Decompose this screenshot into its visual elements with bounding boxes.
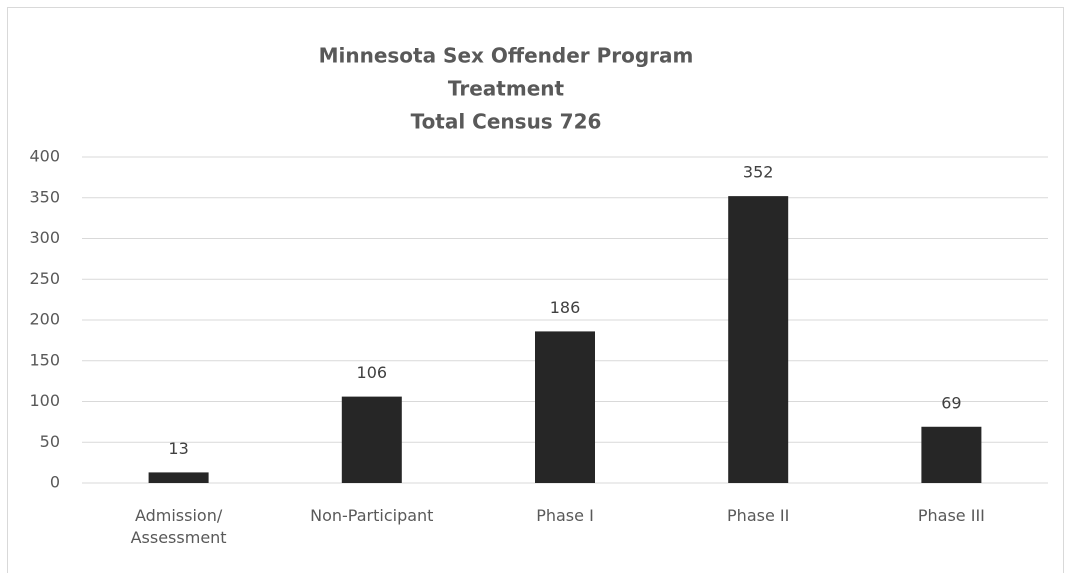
y-tick-label: 100 xyxy=(29,391,60,410)
y-tick-label: 350 xyxy=(29,187,60,206)
bar xyxy=(535,331,595,483)
x-tick-label: Phase I xyxy=(536,506,594,525)
bar xyxy=(728,196,789,483)
x-tick-label: Phase II xyxy=(727,506,790,525)
y-tick-label: 50 xyxy=(40,432,60,451)
chart-title: Treatment xyxy=(448,77,565,101)
data-label: 186 xyxy=(550,298,581,317)
y-tick-label: 400 xyxy=(29,147,60,166)
y-tick-label: 300 xyxy=(29,228,60,247)
data-label: 69 xyxy=(941,393,961,412)
bar xyxy=(921,426,982,483)
chart-title: Minnesota Sex Offender Program xyxy=(319,44,694,68)
data-label: 106 xyxy=(357,363,388,382)
bar xyxy=(341,396,402,483)
x-tick-label: Phase III xyxy=(917,506,985,525)
x-tick-label: Non-Participant xyxy=(310,506,434,525)
y-tick-label: 150 xyxy=(29,350,60,369)
data-label: 352 xyxy=(743,163,774,182)
y-tick-label: 250 xyxy=(29,269,60,288)
bar xyxy=(148,472,209,483)
x-tick-label: Admission/ Assessment xyxy=(130,506,227,547)
y-tick-label: 0 xyxy=(50,473,60,492)
data-label: 13 xyxy=(168,439,188,458)
chart-title: Total Census 726 xyxy=(411,110,602,134)
y-tick-label: 200 xyxy=(29,310,60,329)
